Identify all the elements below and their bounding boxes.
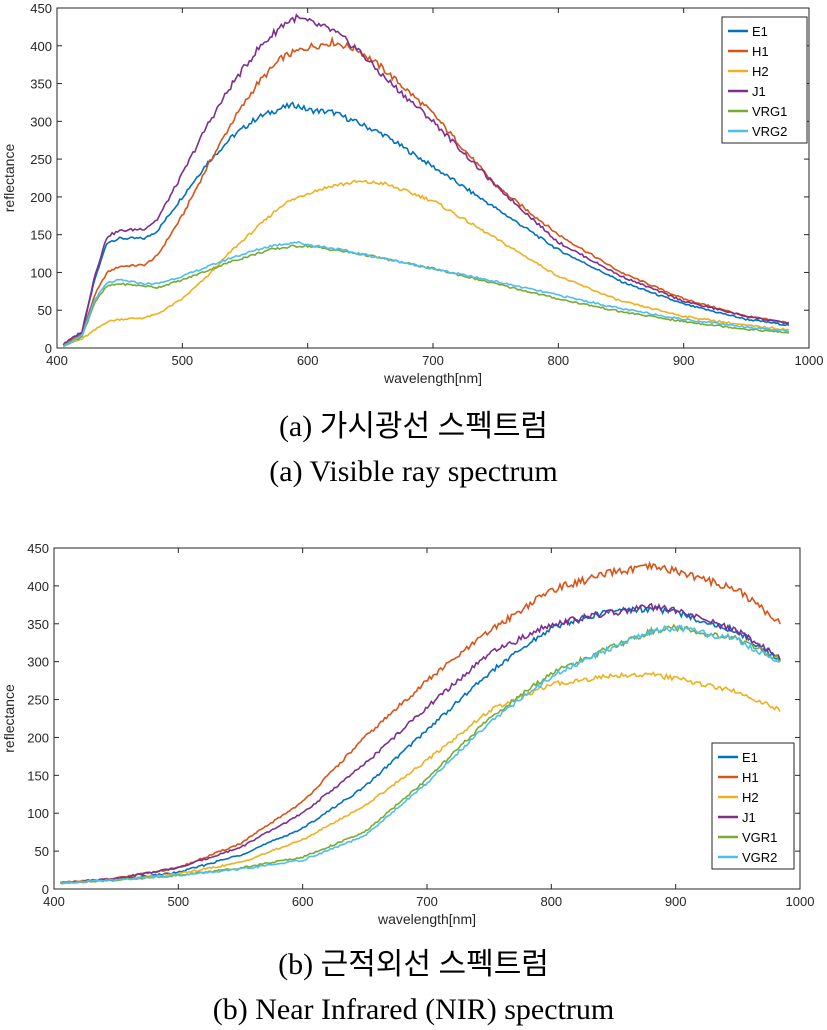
nir-spectrum-panel: 400 500 600 700 800 900 1000 0 50 100 150 200 250 300… [0,535,827,940]
y-tick-label: 450 [30,1,52,16]
legend-label-vrg1: VRG1 [752,104,787,119]
caption-b-english: (b) Near Infrared (NIR) spectrum [212,993,615,1026]
series-line-h2 [62,179,790,348]
caption-a-english: (a) Visible ray spectrum [269,455,558,488]
series-line-vrg2 [62,240,790,348]
y-tick-label: 300 [30,114,52,129]
x-tick-label: 500 [171,353,193,368]
y-tick-label: 200 [30,190,52,205]
x-tick-label: 400 [46,353,68,368]
y-tick-label: 450 [27,541,49,556]
x-tick-label: 500 [167,894,189,909]
y-tick-label: 300 [27,655,49,670]
caption-b-korean: (b) 근적외선 스펙트럼 [278,948,549,981]
legend-label-vrg2: VRG2 [752,124,787,139]
legend-label-vgr1: VGR1 [742,830,777,845]
series-line-vgr2 [59,624,781,885]
x-tick-label: 1000 [795,353,824,368]
y-tick-label: 200 [27,730,49,745]
visible-spectrum-chart: 400 500 600 700 800 900 1000 0 50 100 150 200 250 300… [1,1,824,386]
plot-area [56,7,810,349]
legend-label-j1: J1 [742,810,756,825]
x-tick-label: 800 [547,353,569,368]
x-tick-label: 700 [416,894,438,909]
y-tick-label: 150 [30,228,52,243]
y-tick-label: 100 [30,265,52,280]
visible-spectrum-panel: 400 500 600 700 800 900 1000 0 50 100 150 200 250 300… [0,0,827,405]
y-tick-label: 250 [30,152,52,167]
y-tick-label: 400 [27,579,49,594]
y-tick-label: 250 [27,693,49,708]
legend-label-h1: H1 [752,44,769,59]
x-axis-label: wavelength[nm] [377,911,476,927]
x-tick-label: 400 [43,894,65,909]
series-line-h1 [62,35,790,346]
x-tick-label: 1000 [786,894,815,909]
legend-label-j1: J1 [752,84,766,99]
legend-box [721,16,808,144]
y-tick-label: 0 [42,882,49,897]
y-axis-label: reflectance [1,684,17,753]
y-tick-label: 50 [38,303,52,318]
y-tick-label: 350 [27,617,49,632]
x-axis-label: wavelength[nm] [383,370,482,386]
plot-area [53,547,801,890]
x-tick-label: 600 [297,353,319,368]
series-line-h2 [60,671,781,885]
y-tick-label: 50 [35,844,49,859]
series-line-j1 [62,13,789,346]
legend: E1 H1 H2 J1 VRG1 VRG2 [721,16,808,144]
y-tick-label: 0 [45,341,52,356]
legend-label-e1: E1 [752,24,768,39]
series-line-e1 [62,101,790,346]
series-line-j1 [59,602,781,885]
x-tick-label: 900 [673,353,695,368]
legend-label-h2: H2 [742,790,759,805]
y-tick-label: 150 [27,768,49,783]
caption-a-korean: (a) 가시광선 스펙트럼 [278,410,549,443]
x-tick-label: 600 [292,894,314,909]
y-tick-label: 100 [27,806,49,821]
nir-spectrum-chart: 400 500 600 700 800 900 1000 0 50 100 150 200 250 300… [1,541,815,927]
x-tick-label: 700 [422,353,444,368]
legend-label-vgr2: VGR2 [742,850,777,865]
y-tick-label: 350 [30,77,52,92]
legend-label-h1: H1 [742,770,759,785]
legend: E1 H1 H2 J1 VGR1 VGR2 [711,742,795,870]
legend-box [711,742,795,870]
x-tick-label: 800 [540,894,562,909]
legend-label-e1: E1 [742,750,758,765]
x-tick-label: 900 [665,894,687,909]
y-axis-label: reflectance [1,144,17,213]
legend-label-h2: H2 [752,64,769,79]
y-tick-label: 400 [30,39,52,54]
